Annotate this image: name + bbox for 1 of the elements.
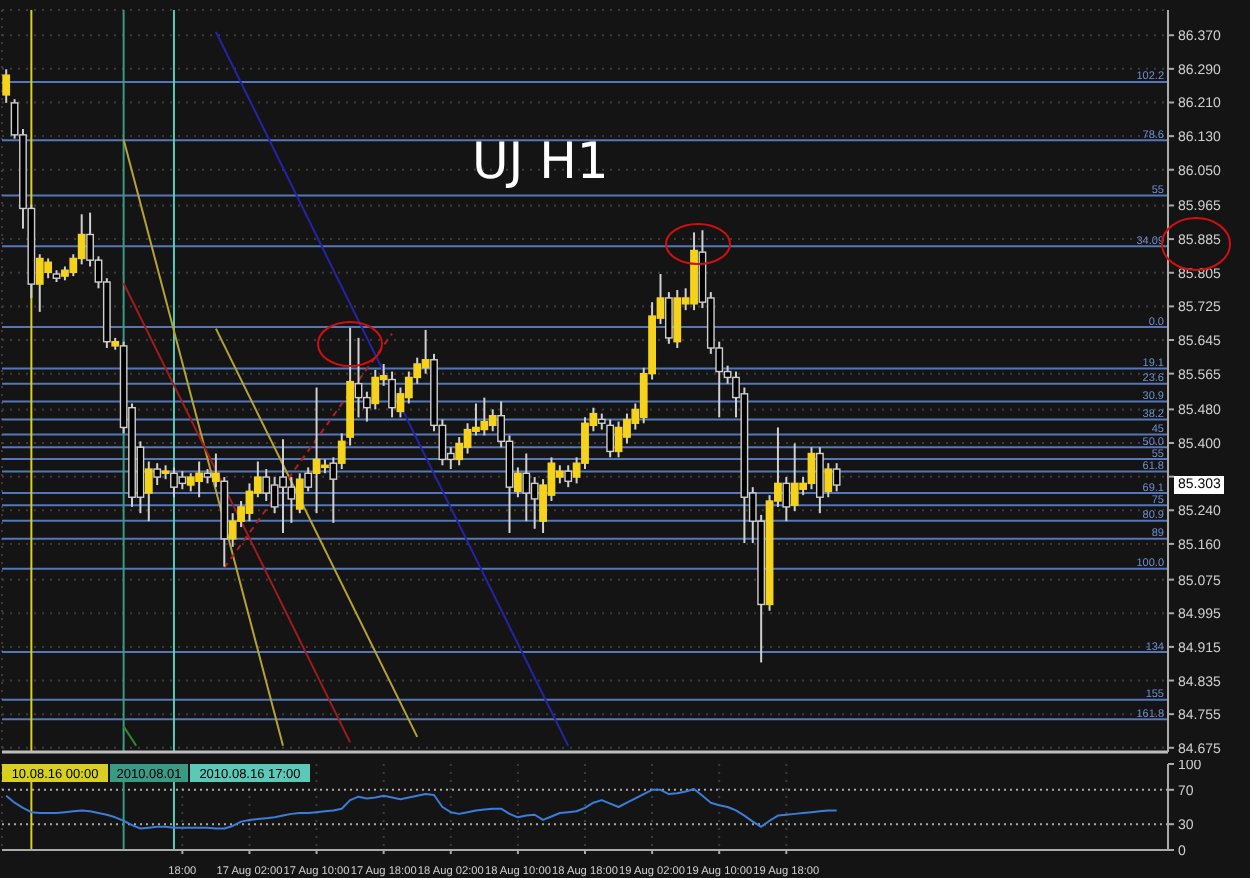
text: UJ H1 xyxy=(472,132,609,190)
